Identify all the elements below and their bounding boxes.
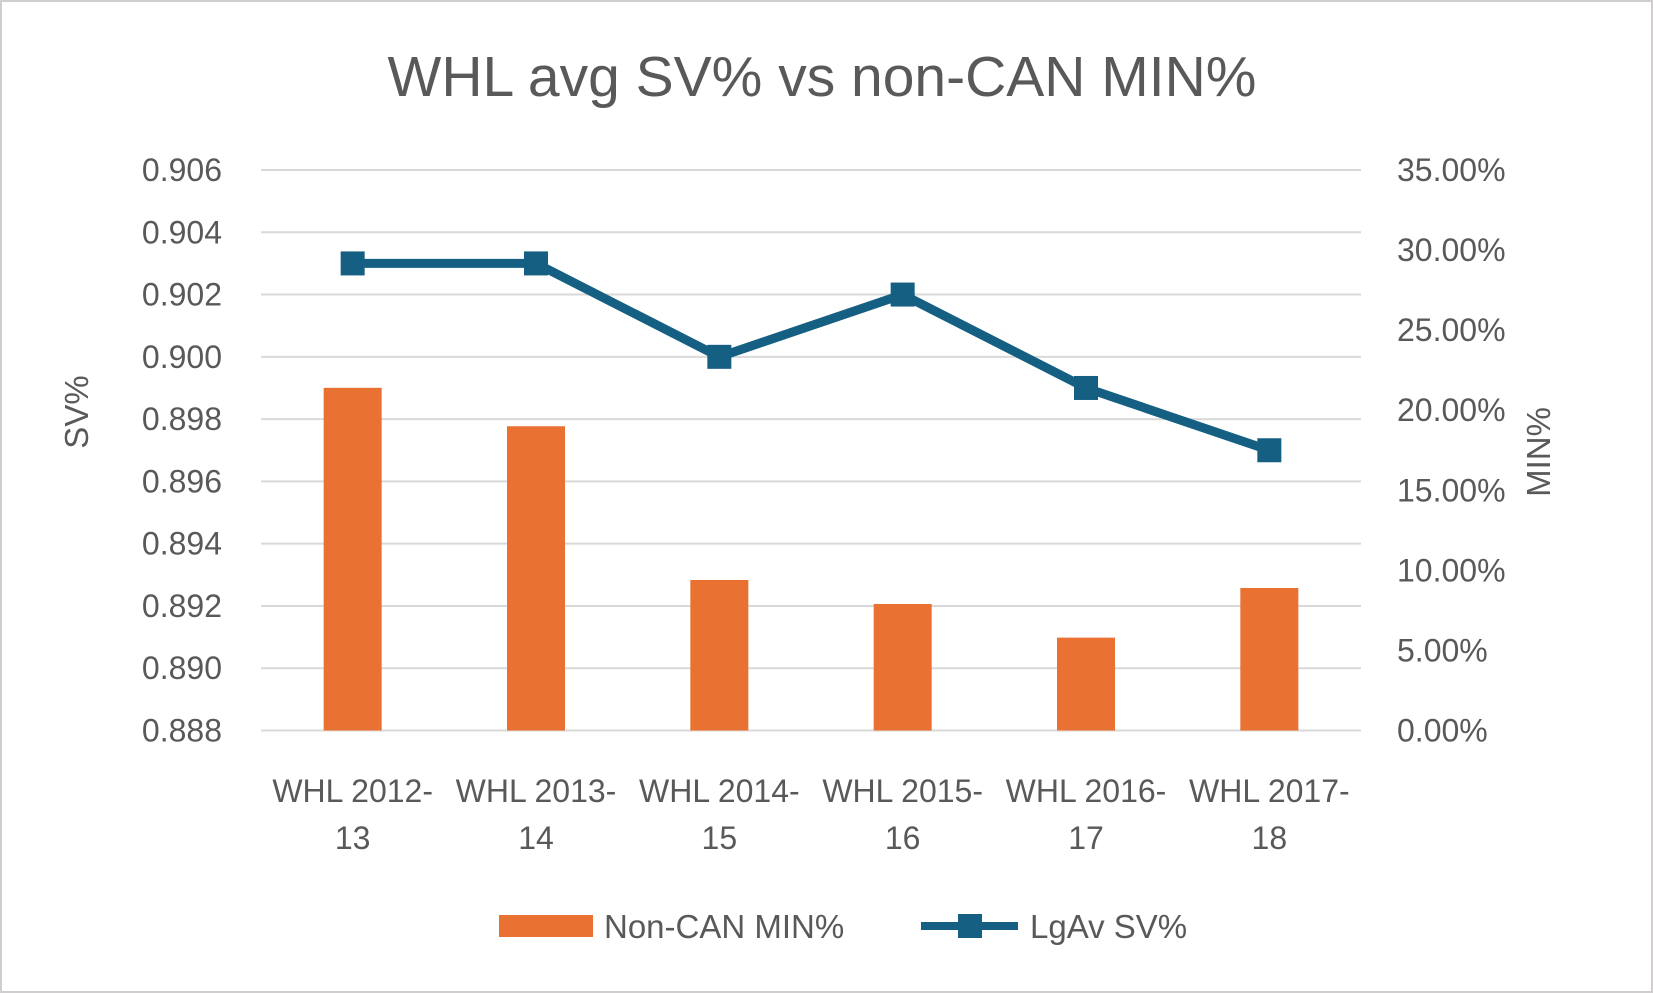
x-axis-category-label: WHL 2013- [456,773,617,809]
right-axis-tick-label: 10.00% [1397,552,1506,588]
bar-non-can-min [1057,637,1115,731]
bar-non-can-min [323,387,382,731]
left-axis-tick-label: 0.906 [142,152,222,188]
line-lgav-sv [352,258,1271,455]
legend: Non-CAN MIN% LgAv SV% [499,908,1187,945]
x-axis-category-label: WHL 2015- [822,773,983,809]
left-axis-tick-label: 0.904 [142,214,222,250]
left-axis-tick-label: 0.898 [142,401,222,437]
legend-label-lgav-sv: LgAv SV% [1030,908,1187,945]
x-axis-category-label: 16 [885,820,921,856]
right-axis-title: MIN% [1520,407,1557,497]
x-axis-category-label: 14 [518,820,554,856]
x-axis-category-label: 18 [1252,820,1288,856]
x-axis-category-label: WHL 2016- [1006,773,1167,809]
right-axis-tick-label: 35.00% [1397,152,1506,188]
right-axis-tick-label: 30.00% [1397,232,1506,268]
x-axis-category-label: 13 [335,820,371,856]
right-axis-tick-label: 20.00% [1397,392,1506,428]
line-marker [707,344,732,369]
x-axis-category-label: WHL 2014- [639,773,800,809]
bar-non-can-min [507,426,565,731]
line-marker [524,251,548,276]
left-axis-tick-label: 0.894 [142,526,222,562]
left-axis-tick-label: 0.902 [142,277,222,313]
line-marker [1257,438,1282,463]
left-axis-tick-label: 0.888 [142,713,222,749]
left-axis-tick-label: 0.892 [142,588,222,624]
chart-title: WHL avg SV% vs non-CAN MIN% [388,45,1257,109]
x-axis-category-label: WHL 2012- [272,773,433,809]
x-axis-category-label: 15 [702,820,738,856]
left-axis-tick-label: 0.900 [142,339,222,375]
x-axis-category-label: 17 [1068,820,1104,856]
legend-label-non-can-min: Non-CAN MIN% [604,908,844,945]
category-labels-layer: WHL 2012- 13 WHL 2013- 14 WHL 2014- 15 WHL 201… [272,773,1349,856]
bar-non-can-min [1240,587,1299,731]
right-axis-tick-label: 15.00% [1397,472,1506,508]
right-axis-tick-label: 0.00% [1397,713,1488,749]
right-axis-tick-label: 25.00% [1397,312,1506,348]
line-marker [1074,375,1098,400]
right-axis-tick-label: 5.00% [1397,632,1488,668]
axis-ticks-layer: 0.888 0.890 0.892 0.894 0.896 0.898 0.900 0.902… [142,152,1506,749]
bar-non-can-min [690,579,749,731]
left-axis-tick-label: 0.890 [142,650,222,686]
left-axis-title: SV% [58,375,95,448]
bar-non-can-min [873,603,932,731]
x-axis-category-label: WHL 2017- [1189,773,1350,809]
gridlines-layer [261,169,1361,732]
series-layer [323,251,1299,731]
legend-line-marker-icon [958,914,982,938]
line-marker [340,251,365,276]
line-marker [890,282,915,307]
legend-bar-swatch-icon [499,915,593,937]
left-axis-tick-label: 0.896 [142,463,222,499]
